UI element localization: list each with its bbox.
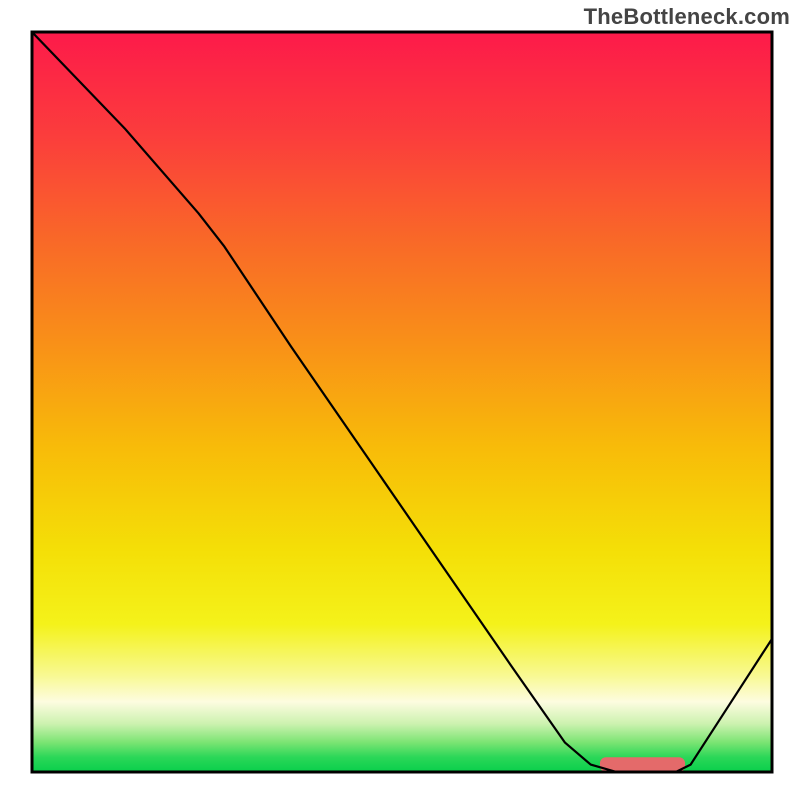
gradient-background [32,32,772,772]
plot-area [32,32,772,772]
watermark-text: TheBottleneck.com [584,4,790,30]
chart-container: TheBottleneck.com [0,0,800,800]
bottleneck-chart [0,0,800,800]
